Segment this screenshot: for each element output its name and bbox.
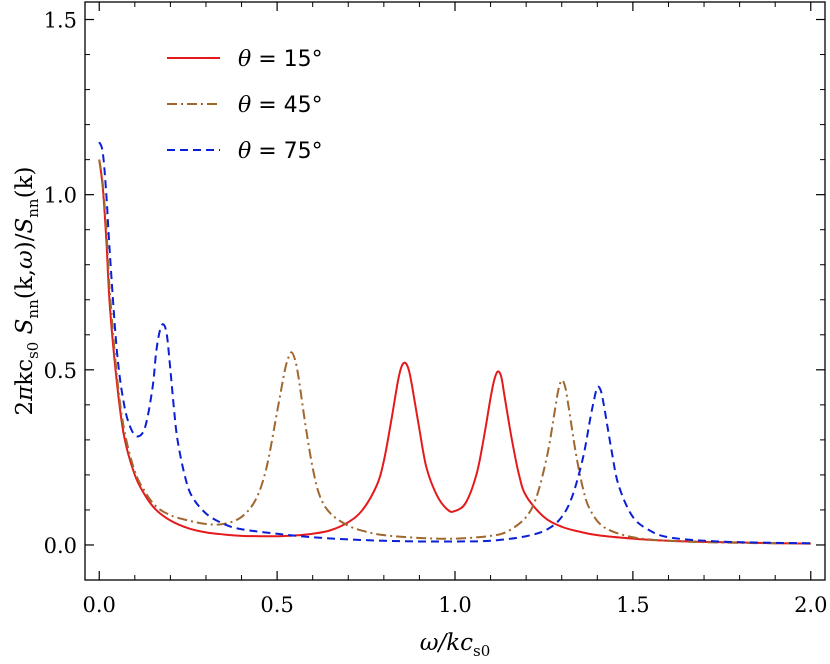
x-tick-label: 0.5: [260, 593, 293, 617]
y-tick-label: 1.5: [44, 9, 77, 33]
x-tick-label: 0.0: [83, 593, 116, 617]
plot-frame: [84, 1, 826, 581]
legend-theta-symbol: θ: [238, 139, 251, 164]
y-axis-title: 2πkcs0 Snn(k,ω)/Snn(k): [12, 167, 42, 416]
legend-value: = 15°: [251, 47, 322, 72]
series-line-1: [98, 159, 811, 545]
legend: θ = 15°θ = 45°θ = 75°: [167, 47, 323, 164]
x-axis-title-sub: s0: [473, 642, 490, 660]
series-line-2: [98, 159, 811, 545]
legend-value: = 45°: [251, 93, 322, 118]
legend-label-3: θ = 75°: [238, 139, 323, 164]
x-axis-title: ω/kcs0: [420, 630, 491, 660]
y-tick-label: 0.5: [44, 359, 77, 383]
legend-label-1: θ = 15°: [238, 47, 323, 72]
x-tick-label: 1.0: [438, 593, 471, 617]
legend-theta-symbol: θ: [238, 93, 251, 118]
x-tick-label: 2.0: [794, 593, 827, 617]
ticks: 0.0 0.5 1.0 1.5 2.0 0.0 0.5 1.0 1.5: [44, 2, 827, 617]
y-tick-label: 1.0: [44, 184, 77, 208]
y-tick-label: 0.0: [44, 534, 77, 558]
legend-value: = 75°: [251, 139, 322, 164]
x-tick-label: 1.5: [616, 593, 649, 617]
series-line-3: [98, 141, 811, 545]
legend-label-2: θ = 45°: [238, 93, 323, 118]
x-axis-title-main: ω/kc: [420, 630, 473, 656]
series-group: [98, 141, 811, 545]
legend-theta-symbol: θ: [238, 47, 251, 72]
